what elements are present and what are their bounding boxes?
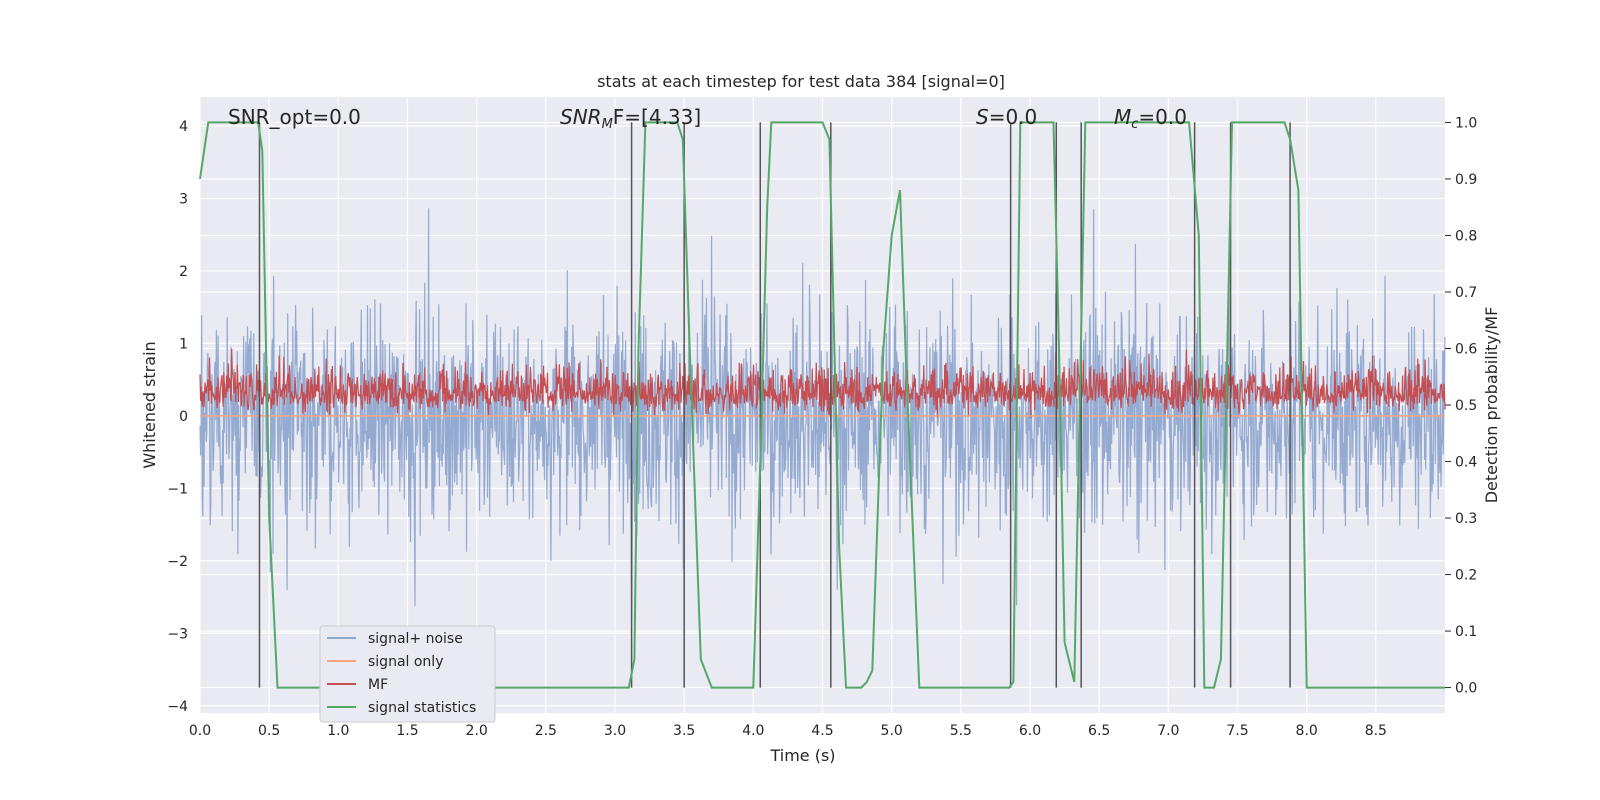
x-tick-label: 4.0 xyxy=(742,723,764,739)
x-tick-label: 3.0 xyxy=(604,723,626,739)
annotation-mc-sub: c xyxy=(1131,117,1138,132)
y2-tick-label: 0.8 xyxy=(1455,228,1477,244)
y2-tick-label: 0.1 xyxy=(1455,624,1477,640)
signal-statistics-series xyxy=(199,121,1445,689)
x-tick-label: 5.0 xyxy=(881,723,903,739)
annotation-snr-mf-sub: M xyxy=(602,117,613,132)
signal-statistics-line xyxy=(199,121,1445,689)
x-tick-label: 2.5 xyxy=(535,723,557,739)
legend: signal+ noise signal only MF signal statist… xyxy=(319,625,496,723)
x-tick-label: 6.5 xyxy=(1088,723,1110,739)
y-tick-labels: 4 3 2 1 0 −1 −2 −3 −4 xyxy=(167,119,188,715)
x-tick-label: 8.5 xyxy=(1365,723,1387,739)
y-tick-label: 4 xyxy=(179,119,188,135)
y2-tick-label: 0.6 xyxy=(1455,341,1477,357)
x-tick-label: 0.5 xyxy=(258,723,280,739)
x-tick-label: 5.5 xyxy=(950,723,972,739)
annotation-mc-main: M xyxy=(1114,105,1131,129)
y2-axis-label: Detection probability/MF xyxy=(1482,307,1501,504)
x-tick-label: 7.0 xyxy=(1157,723,1179,739)
mf-line xyxy=(199,348,1446,419)
x-tick-label: 4.5 xyxy=(811,723,833,739)
legend-label: signal statistics xyxy=(368,700,476,716)
annotation-snr-opt: SNR_opt=0.0 xyxy=(228,105,361,129)
legend-label: signal+ noise xyxy=(368,631,463,647)
y-axis-label: Whitened strain xyxy=(140,341,159,468)
x-tick-label: 8.0 xyxy=(1296,723,1318,739)
annotation-mc: Mc=0.0 xyxy=(1114,105,1187,132)
y2-tick-label: 1.0 xyxy=(1455,115,1477,131)
x-tick-label: 0.0 xyxy=(189,723,211,739)
y2-tick-label: 0.3 xyxy=(1455,511,1477,527)
y2-tick-label: 0.5 xyxy=(1455,398,1477,414)
y2-tick-label: 0.9 xyxy=(1455,172,1477,188)
y-tick-label: −4 xyxy=(167,699,188,715)
annotation-snr-mf-main: SNR xyxy=(560,105,602,129)
x-tick-label: 1.0 xyxy=(327,723,349,739)
y-tick-label: 0 xyxy=(179,409,188,425)
annotation-s-main: S xyxy=(976,105,989,129)
mf-series xyxy=(199,348,1446,419)
y2-tick-label: 0.0 xyxy=(1455,681,1477,697)
x-axis-label: Time (s) xyxy=(769,746,835,765)
annotation-s: S=0.0 xyxy=(976,105,1037,129)
y2-tick-label: 0.2 xyxy=(1455,568,1477,584)
x-tick-label: 1.5 xyxy=(396,723,418,739)
legend-frame xyxy=(319,625,496,723)
y2-tick-labels: 1.0 0.9 0.8 0.7 0.6 0.5 0.4 0.3 0.2 0.1 0.0 xyxy=(1445,115,1477,697)
event-vertical-lines xyxy=(258,122,1291,688)
annotation-snr-mf-rest: F=[4.33] xyxy=(613,105,701,129)
x-tick-labels: 0.0 0.5 1.0 1.5 2.0 2.5 3.0 3.5 4.0 4.5 5.0 5.5 6.0 6… xyxy=(189,723,1387,739)
y2-tick-label: 0.7 xyxy=(1455,285,1477,301)
y2-tick-label: 0.4 xyxy=(1455,455,1477,471)
x-tick-label: 6.0 xyxy=(1019,723,1041,739)
annotation-snr-mf: SNRMF=[4.33] xyxy=(560,105,701,132)
y-tick-label: 1 xyxy=(179,336,188,352)
legend-label: MF xyxy=(368,677,388,693)
x-tick-label: 3.5 xyxy=(673,723,695,739)
x-tick-label: 7.5 xyxy=(1226,723,1248,739)
annotation-s-rest: =0.0 xyxy=(989,105,1038,129)
y-tick-label: −1 xyxy=(167,481,188,497)
y-tick-label: −2 xyxy=(167,554,188,570)
x-tick-label: 2.0 xyxy=(466,723,488,739)
y-tick-label: 3 xyxy=(179,191,188,207)
chart-title: stats at each timestep for test data 384… xyxy=(597,72,1005,91)
annotation-mc-rest: =0.0 xyxy=(1138,105,1187,129)
y-tick-label: −3 xyxy=(167,626,188,642)
legend-label: signal only xyxy=(368,654,443,670)
y-tick-label: 2 xyxy=(179,264,188,280)
